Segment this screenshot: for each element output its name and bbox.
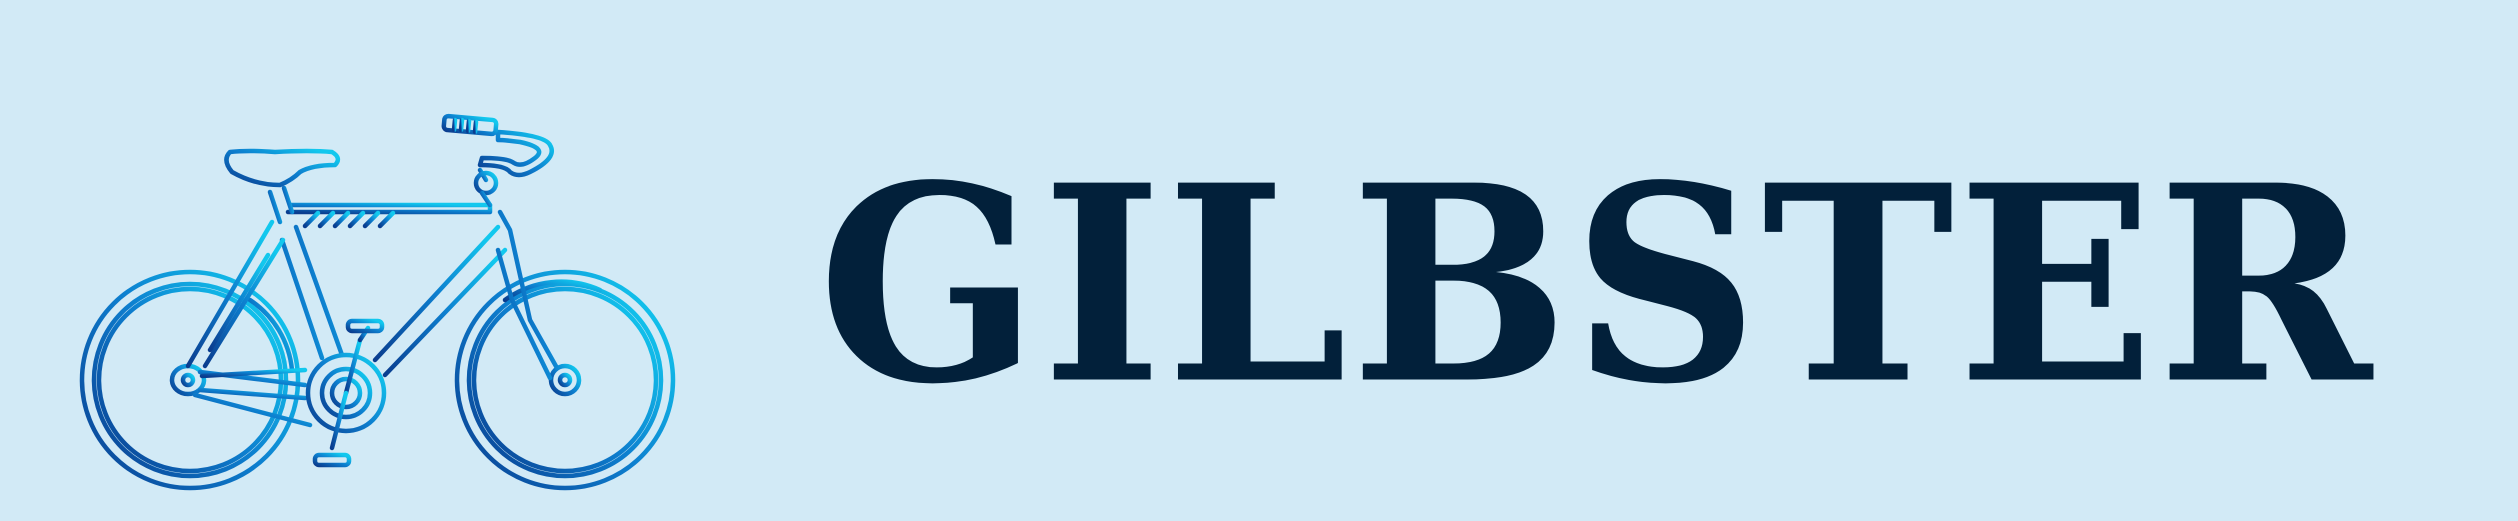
brand-name: GILBSTER (818, 125, 2376, 444)
front-wheel (454, 269, 676, 491)
bicycle-icon (79, 113, 676, 491)
